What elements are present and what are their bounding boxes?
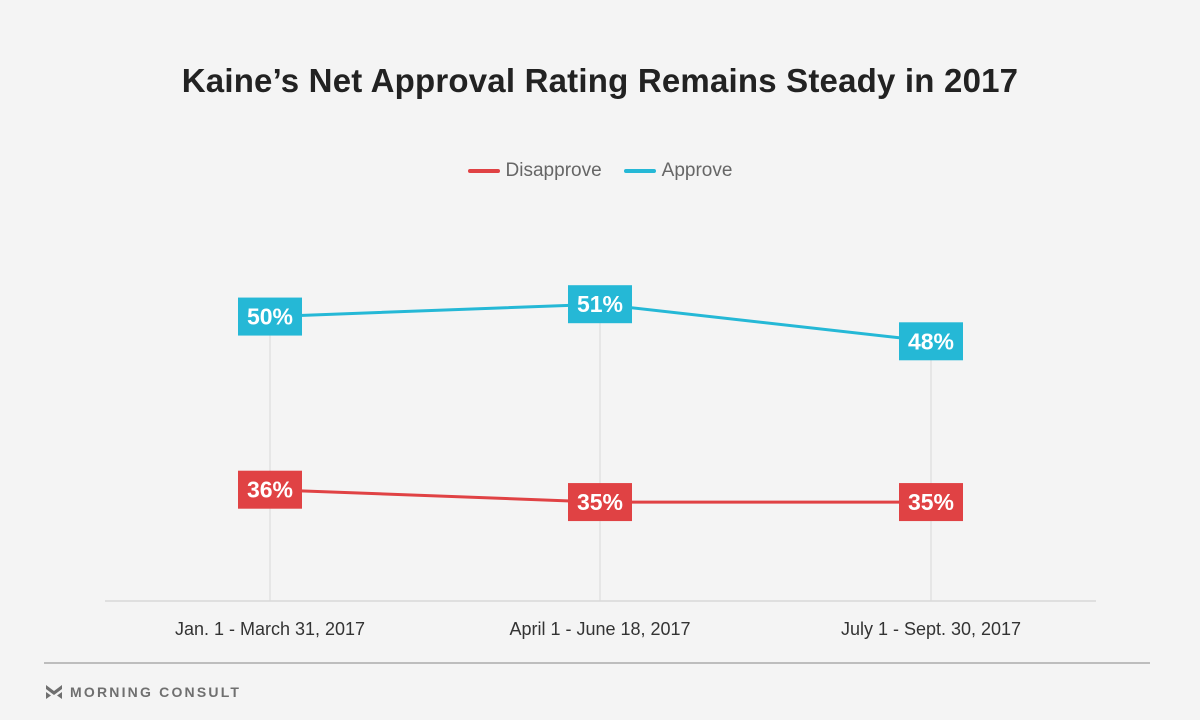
morning-consult-m-icon [46,685,62,699]
x-tick-label-1: April 1 - June 18, 2017 [509,619,690,639]
data-label-box-approve-1 [568,285,632,324]
legend-item-disapprove[interactable]: Disapprove [467,160,602,182]
data-label-approve-2: 48% [908,328,954,354]
data-label-box-disapprove-0 [238,470,302,509]
legend-swatch-approve [623,169,656,173]
data-label-approve-1: 51% [577,291,623,317]
footer-divider [44,662,1150,664]
legend-label-approve: Approve [661,160,733,181]
data-label-disapprove-0: 36% [247,477,293,503]
x-tick-label-0: Jan. 1 - March 31, 2017 [175,619,365,639]
data-label-box-disapprove-1 [568,483,632,522]
brand: MORNING CONSULT [46,684,241,700]
legend-label-disapprove: Disapprove [505,160,602,181]
x-tick-label-2: July 1 - Sept. 30, 2017 [841,619,1021,639]
data-label-box-approve-2 [899,322,963,361]
data-label-box-approve-0 [238,297,302,336]
data-label-approve-0: 50% [247,304,293,330]
legend-swatch-disapprove [467,169,500,173]
brand-name: MORNING CONSULT [70,684,242,700]
data-label-disapprove-1: 35% [577,489,623,515]
legend-item-approve[interactable]: Approve [623,160,733,182]
data-label-disapprove-2: 35% [908,489,954,515]
legend: Disapprove Approve [0,160,1200,182]
chart-title: Kaine’s Net Approval Rating Remains Stea… [181,62,1019,99]
data-label-box-disapprove-2 [899,483,963,522]
